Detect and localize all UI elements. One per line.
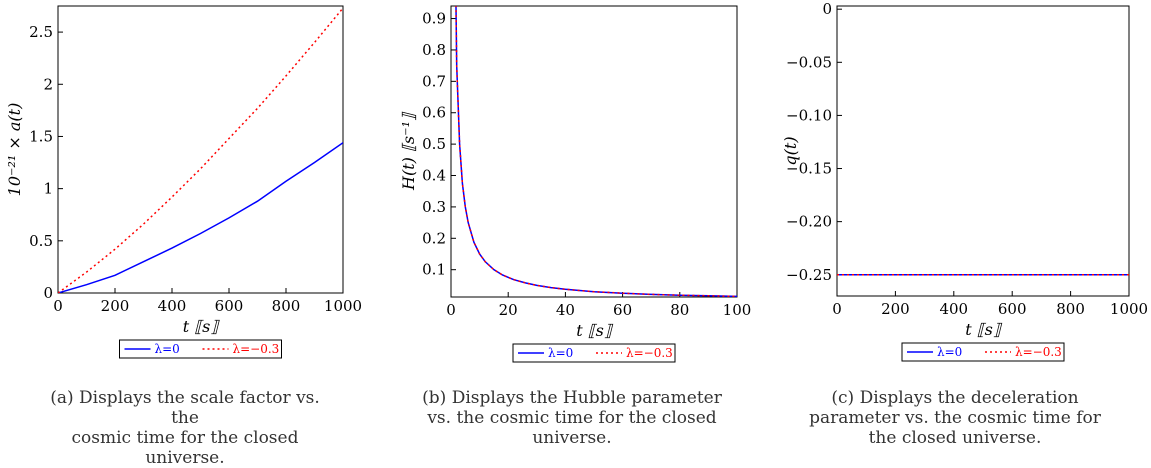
y-tick-label: −0.20 (786, 213, 832, 231)
caption-b-line-2: vs. the cosmic time for the closed (427, 408, 717, 428)
y-tick-label: 0.9 (422, 10, 446, 28)
x-tick-label: 80 (670, 301, 689, 319)
x-axis-label: t ⟦s⟧ (183, 317, 221, 336)
y-tick-label: 0.3 (422, 198, 446, 216)
y-tick-label: −0.15 (786, 160, 832, 178)
legend-label: λ=−0.3 (1015, 345, 1062, 359)
y-tick-label: 0.2 (422, 229, 446, 247)
x-tick-label: 1000 (1110, 300, 1148, 318)
y-tick-label: 2 (43, 75, 53, 93)
legend-label: λ=−0.3 (233, 342, 280, 356)
legend-label: λ=0 (548, 346, 573, 360)
chart-panel-a: 0 200 400 600 800 1000 0 0.5 1 1.5 2 2.5 t ⟦s⟧ 10⁻²¹ … (5, 5, 362, 359)
y-axis-label: H(t) ⟦s⁻¹⟧ (399, 111, 418, 191)
x-tick-label: 100 (723, 301, 752, 319)
x-tick-label: 400 (158, 297, 187, 315)
y-tick-label: 0 (43, 284, 53, 302)
y-tick-label: 0.6 (422, 104, 446, 122)
legend: λ=0 λ=−0.3 (512, 343, 676, 363)
y-tick-label: 1.5 (29, 127, 53, 145)
y-tick-label: 0.1 (422, 261, 446, 279)
caption-c: (c) Displays the deceleration parameter … (805, 388, 1105, 448)
y-tick-label: 1 (43, 180, 53, 198)
y-tick-label: 0.8 (422, 41, 446, 59)
y-tick-label: −0.10 (786, 106, 832, 124)
caption-c-line-2: parameter vs. the cosmic time for (809, 408, 1101, 428)
x-tick-label: 1000 (324, 297, 362, 315)
caption-a-label: (a) (50, 388, 74, 408)
legend: λ=0 λ=−0.3 (119, 339, 282, 359)
x-tick-label: 400 (939, 300, 968, 318)
plot-frame (57, 5, 344, 294)
y-axis-label: 10⁻²¹ × a(t) (5, 103, 24, 197)
x-axis-label: t ⟦s⟧ (965, 320, 1003, 339)
series-line-lambda-neg-0-3 (58, 7, 343, 293)
caption-b: (b) Displays the Hubble parameter vs. th… (422, 388, 722, 448)
y-tick-label: 0.7 (422, 72, 446, 90)
caption-c-line-1: Displays the deceleration (859, 388, 1079, 408)
series-line-lambda-0 (58, 142, 343, 293)
x-axis-label: t ⟦s⟧ (576, 321, 614, 340)
chart-panel-c: 0 200 400 600 800 1000 0 −0.05 −0.10 −0.15 −0.20 −0… (781, 0, 1148, 362)
x-tick-label: 0 (53, 297, 63, 315)
caption-a-line-2: cosmic time for the closed universe. (71, 428, 299, 468)
x-tick-label: 600 (215, 297, 244, 315)
caption-a: (a) Displays the scale factor vs. the co… (35, 388, 335, 468)
x-tick-label: 200 (881, 300, 910, 318)
y-axis-label: q(t) (781, 136, 800, 165)
caption-c-line-3: the closed universe. (868, 428, 1042, 448)
caption-b-label: (b) (422, 388, 447, 408)
y-tick-label: 0.5 (29, 232, 53, 250)
plot-frame (450, 5, 738, 298)
legend-label: λ=0 (155, 342, 180, 356)
x-tick-label: 800 (1056, 300, 1085, 318)
y-tick-label: 0.4 (422, 167, 446, 185)
y-tick-label: 0.5 (422, 135, 446, 153)
legend-box (512, 343, 676, 363)
plot-frame (836, 5, 1130, 297)
y-tick-label: 0 (822, 0, 832, 18)
x-tick-label: 60 (613, 301, 632, 319)
legend-label: λ=−0.3 (626, 346, 673, 360)
caption-b-line-1: Displays the Hubble parameter (451, 388, 722, 408)
x-tick-label: 200 (101, 297, 130, 315)
series-line-lambda-0 (455, 6, 737, 297)
legend-box (901, 342, 1065, 362)
x-tick-label: 0 (446, 301, 456, 319)
caption-c-label: (c) (831, 388, 855, 408)
x-tick-label: 0 (832, 300, 842, 318)
caption-b-line-3: universe. (532, 428, 612, 448)
legend-box (119, 339, 282, 359)
y-tick-label: 2.5 (29, 23, 53, 41)
caption-a-line-1: Displays the scale factor vs. the (79, 388, 320, 428)
y-tick-label: −0.25 (786, 266, 832, 284)
y-tick-label: −0.05 (786, 53, 832, 71)
x-tick-label: 40 (556, 301, 575, 319)
legend: λ=0 λ=−0.3 (901, 342, 1065, 362)
legend-label: λ=0 (937, 345, 962, 359)
x-tick-label: 800 (272, 297, 301, 315)
x-tick-label: 600 (998, 300, 1027, 318)
series-line-lambda-neg-0-3 (455, 6, 737, 297)
x-tick-label: 20 (499, 301, 518, 319)
chart-panel-b: 0 20 40 60 80 100 0.1 0.2 0.3 0.4 0.5 0.6 0.7 0.8 0.9 t… (399, 5, 752, 363)
